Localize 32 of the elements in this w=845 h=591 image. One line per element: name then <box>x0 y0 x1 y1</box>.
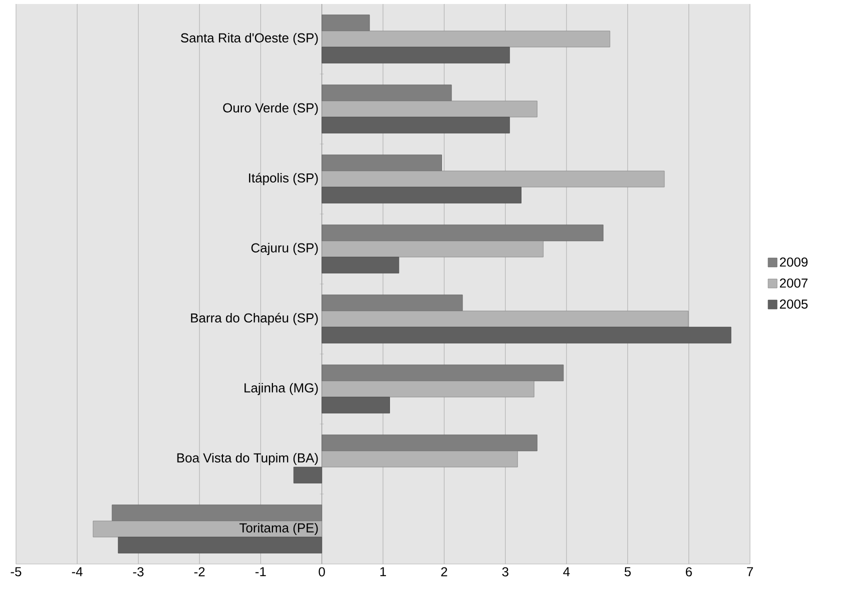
bar <box>322 46 510 64</box>
legend-label: 2007 <box>780 278 808 288</box>
y-tick-label: Itápolis (SP) <box>249 172 318 186</box>
legend-label: 2005 <box>780 299 808 309</box>
x-tick-label: 5 <box>624 567 631 576</box>
x-tick-label: 1 <box>380 567 386 576</box>
bar <box>118 536 322 554</box>
x-tick-label: 3 <box>502 567 508 576</box>
y-tick-label: Santa Rita d'Oeste (SP) <box>180 32 318 46</box>
x-tick-label: -4 <box>72 567 83 576</box>
bar <box>322 116 510 134</box>
x-tick-label: 7 <box>747 567 753 576</box>
x-tick-label: -5 <box>10 567 22 576</box>
y-tick-label: Boa Vista do Tupim (BA) <box>177 452 318 466</box>
bar <box>322 326 732 344</box>
x-tick-label: 6 <box>686 567 692 576</box>
x-tick-label: 2 <box>441 567 448 576</box>
legend-label: 2009 <box>780 257 808 267</box>
y-tick-label: Barra do Chapéu (SP) <box>191 312 318 326</box>
x-tick-label: 4 <box>563 567 570 576</box>
y-tick-label: Ouro Verde (SP) <box>223 102 318 116</box>
x-tick-label: -3 <box>133 567 144 576</box>
x-tick-label: 0 <box>318 567 325 576</box>
y-tick-label: Cajuru (SP) <box>251 242 318 256</box>
bar <box>322 186 522 204</box>
bar <box>294 466 322 484</box>
bar <box>322 256 400 274</box>
y-tick-label: Lajinha (MG) <box>244 382 318 396</box>
x-tick-label: -1 <box>255 567 266 576</box>
bar <box>322 396 390 414</box>
x-tick-label: -2 <box>194 567 205 576</box>
y-tick-label: Toritama (PE) <box>239 522 318 536</box>
